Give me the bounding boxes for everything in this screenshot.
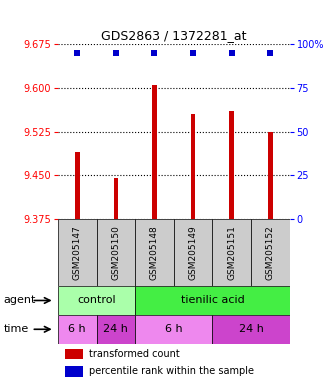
Text: GSM205149: GSM205149 (189, 225, 198, 280)
Text: 24 h: 24 h (239, 324, 263, 334)
Text: GSM205152: GSM205152 (266, 225, 275, 280)
Bar (97, 219, 135, 286)
Bar (58, 219, 97, 286)
Text: transformed count: transformed count (89, 349, 179, 359)
Text: tienilic acid: tienilic acid (180, 295, 244, 306)
Text: GSM205151: GSM205151 (227, 225, 236, 280)
Text: control: control (77, 295, 116, 306)
Text: GSM205148: GSM205148 (150, 225, 159, 280)
Bar (152, 85, 157, 219)
Text: GSM205150: GSM205150 (111, 225, 120, 280)
Bar (75, 152, 79, 219)
Bar (251, 219, 290, 286)
Text: time: time (3, 324, 28, 334)
Bar (58, 315, 97, 344)
Bar (135, 315, 213, 344)
Bar (97, 315, 135, 344)
Text: 6 h: 6 h (69, 324, 86, 334)
Bar (65, 366, 83, 376)
Bar (65, 349, 83, 359)
Bar (135, 286, 290, 315)
Bar (229, 111, 234, 219)
Bar (58, 286, 135, 315)
Text: 6 h: 6 h (165, 324, 183, 334)
Bar (213, 219, 251, 286)
Bar (213, 315, 290, 344)
Title: GDS2863 / 1372281_at: GDS2863 / 1372281_at (101, 28, 247, 41)
Bar (191, 114, 195, 219)
Text: agent: agent (3, 295, 36, 306)
Text: 24 h: 24 h (103, 324, 128, 334)
Bar (135, 219, 174, 286)
Bar (174, 219, 213, 286)
Bar (114, 178, 118, 219)
Bar (268, 132, 273, 219)
Text: percentile rank within the sample: percentile rank within the sample (89, 366, 254, 376)
Text: GSM205147: GSM205147 (73, 225, 82, 280)
